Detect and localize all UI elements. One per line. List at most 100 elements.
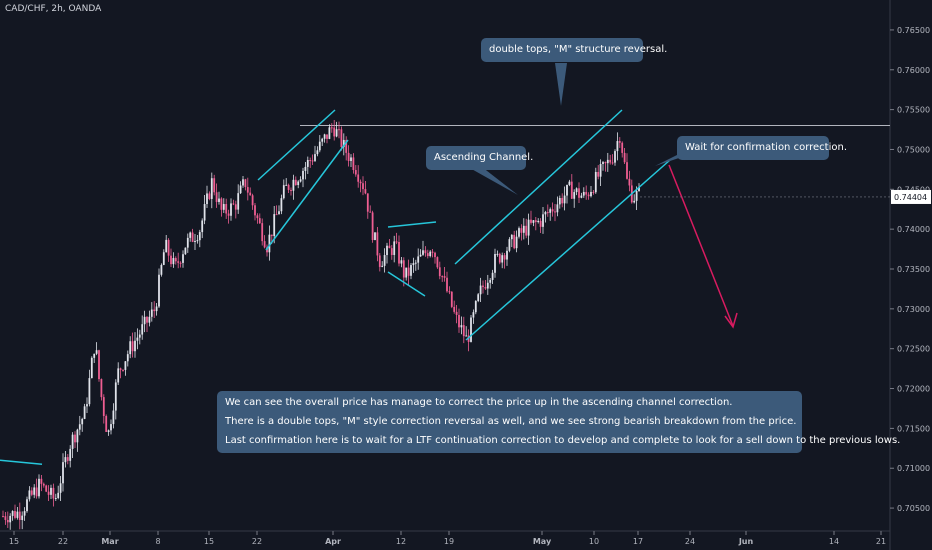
candle-body [561, 197, 564, 204]
channel-note-text: Ascending Channel. [434, 152, 534, 163]
candle-body [2, 516, 4, 518]
candle-body [107, 430, 110, 432]
candle-body [9, 515, 12, 523]
candle-body [158, 274, 160, 307]
candle-body [395, 241, 398, 243]
analysis-line-3: Last confirmation here is to wait for a … [225, 435, 901, 446]
candle-body [136, 337, 139, 341]
candle-body [208, 193, 211, 199]
candle-body [88, 378, 91, 405]
candle-body [160, 264, 163, 275]
y-tick-label: 0.76000 [897, 66, 930, 75]
candle-body [78, 424, 81, 430]
candle-body [599, 164, 602, 177]
candle-body [117, 368, 120, 383]
candle-body [378, 255, 381, 267]
candle-body [16, 511, 19, 518]
candle-body [76, 429, 79, 443]
candle-body [206, 193, 208, 205]
candle-body [446, 277, 448, 292]
candle-body [590, 191, 592, 197]
x-tick-label: 22 [58, 537, 68, 546]
y-tick-label: 0.73000 [897, 305, 930, 314]
candle-body [30, 490, 33, 495]
candle-body [203, 204, 206, 221]
channel-note-pointer [468, 167, 518, 195]
candle-body [330, 127, 333, 129]
candle-body [335, 129, 338, 137]
candle-body [155, 306, 158, 312]
candle-body [263, 241, 266, 248]
x-tick-label: 15 [9, 537, 19, 546]
flag-upper [387, 221, 437, 228]
bearish-arrow-line [668, 164, 734, 327]
last-price-label: 0.74404 [894, 193, 927, 202]
y-tick-label: 0.74500 [897, 185, 930, 194]
candle-body [431, 251, 434, 253]
candle-body [302, 170, 304, 180]
candle-body [294, 179, 297, 186]
candle-body [597, 171, 600, 177]
candle-body [448, 291, 451, 293]
candle-body [470, 317, 472, 342]
candle-body [23, 511, 26, 516]
candle-body [119, 368, 122, 370]
candle-body [309, 159, 312, 161]
candle-body [441, 276, 444, 278]
candle-body [498, 253, 501, 263]
x-tick-label: 12 [396, 537, 406, 546]
candle-body [4, 516, 7, 520]
candle-body [280, 198, 283, 212]
candle-body [585, 191, 588, 195]
x-tick-label: 21 [876, 537, 886, 546]
candle-body [215, 192, 218, 202]
candle-body [388, 245, 391, 249]
candle-body [218, 198, 220, 202]
candle-body [518, 228, 520, 237]
candle-body [93, 353, 96, 358]
candle-body [105, 415, 108, 432]
candle-body [220, 198, 223, 210]
y-tick-label: 0.71500 [897, 424, 930, 433]
candle-body [549, 209, 552, 213]
support-segment [0, 459, 43, 465]
y-tick-label: 0.73500 [897, 265, 930, 274]
candle-body [573, 192, 576, 199]
candle-body [237, 193, 240, 210]
candle-body [587, 194, 590, 197]
candle-body [546, 212, 549, 214]
candle-body [410, 265, 412, 276]
y-tick-label: 0.74000 [897, 225, 930, 234]
candle-body [474, 301, 477, 313]
candle-body [177, 261, 180, 263]
candle-body [472, 312, 475, 318]
y-tick-label: 0.75000 [897, 145, 930, 154]
candle-body [556, 204, 559, 213]
x-tick-label: 15 [204, 537, 214, 546]
candle-body [424, 250, 427, 254]
candle-body [306, 159, 309, 167]
candle-body [362, 183, 364, 190]
candle-body [26, 499, 28, 512]
candle-body [270, 234, 273, 237]
candle-body [467, 335, 470, 342]
candle-body [366, 193, 369, 212]
candle-body [71, 434, 74, 449]
candle-body [508, 239, 511, 251]
candle-body [138, 334, 141, 338]
x-tick-label: 10 [589, 537, 599, 546]
candle-body [352, 157, 355, 171]
candle-body [455, 311, 458, 315]
candle-body [623, 152, 626, 163]
candle-body [234, 204, 237, 210]
candle-body [494, 253, 496, 273]
candle-body [227, 213, 230, 216]
candle-body [405, 267, 408, 278]
candle-body [83, 406, 86, 419]
candle-body [285, 184, 288, 186]
candle-body [580, 195, 583, 198]
candle-body [554, 211, 556, 213]
candle-body [578, 188, 580, 198]
candle-body [350, 157, 352, 161]
